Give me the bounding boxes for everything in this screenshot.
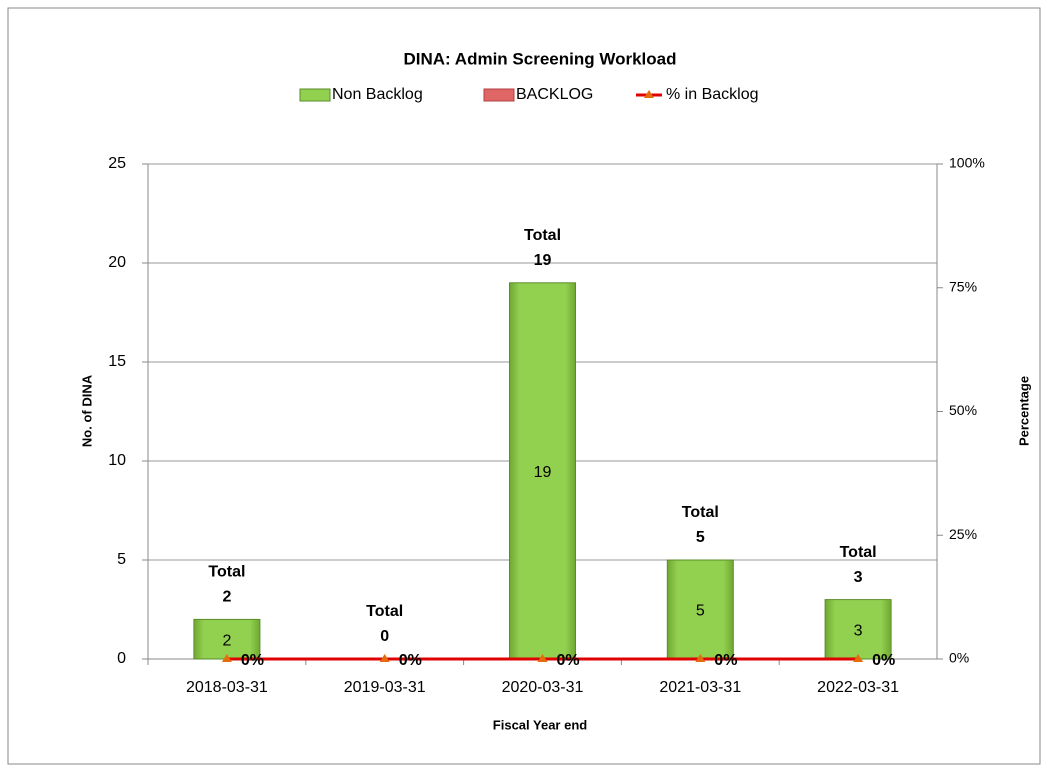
y-tick-label: 10 (108, 452, 126, 469)
total-value: 19 (534, 252, 552, 269)
bar (666, 559, 734, 660)
line-value-label: 0% (714, 652, 737, 669)
bar (509, 282, 576, 660)
bar-value-label: 2 (222, 632, 231, 649)
legend-label: Non Backlog (332, 86, 423, 103)
y-tick-label: 0 (117, 650, 126, 667)
y2-tick-label: 75% (949, 278, 977, 294)
y-tick-label: 15 (108, 353, 126, 370)
legend-label: % in Backlog (666, 86, 759, 103)
x-axis-label: Fiscal Year end (493, 717, 587, 732)
legend-swatch (483, 88, 515, 102)
line-value-label: 0% (872, 652, 895, 669)
line-marker (221, 654, 232, 662)
bar (824, 599, 892, 660)
total-label: Total (524, 227, 561, 244)
line-value-label: 0% (241, 652, 264, 669)
line-marker (695, 654, 706, 662)
total-value: 0 (380, 628, 389, 645)
y2-tick-label: 50% (949, 402, 977, 418)
line-marker (537, 654, 548, 662)
bar-value-label: 19 (534, 464, 552, 481)
legend-marker (644, 90, 654, 98)
chart-border (7, 7, 1041, 765)
y-tick-label: 5 (117, 551, 126, 568)
y-tick-label: 25 (108, 155, 126, 172)
line-marker (379, 654, 390, 662)
total-label: Total (366, 603, 403, 620)
total-value: 2 (222, 589, 231, 606)
line-value-label: 0% (557, 652, 580, 669)
x-tick-label: 2019-03-31 (344, 679, 426, 696)
bar-value-label: 3 (854, 623, 863, 640)
total-value: 3 (854, 569, 863, 586)
y-tick-label: 20 (108, 254, 126, 271)
line-value-label: 0% (399, 652, 422, 669)
y2-tick-label: 0% (949, 650, 969, 666)
chart-title: DINA: Admin Screening Workload (404, 49, 677, 68)
x-tick-label: 2018-03-31 (186, 679, 268, 696)
y-axis-label: No. of DINA (79, 374, 94, 447)
legend-swatch (299, 88, 331, 102)
x-tick-label: 2022-03-31 (817, 679, 899, 696)
bar (193, 618, 261, 660)
y2-axis-label: Percentage (1016, 376, 1031, 446)
y2-tick-label: 100% (949, 155, 985, 171)
total-label: Total (840, 544, 877, 561)
x-tick-label: 2021-03-31 (659, 679, 741, 696)
y2-tick-label: 25% (949, 526, 977, 542)
total-value: 5 (696, 529, 705, 546)
x-tick-label: 2020-03-31 (502, 679, 584, 696)
line-marker (853, 654, 864, 662)
total-label: Total (682, 504, 719, 521)
legend-label: BACKLOG (516, 86, 593, 103)
bar-value-label: 5 (696, 603, 705, 620)
total-label: Total (208, 564, 245, 581)
